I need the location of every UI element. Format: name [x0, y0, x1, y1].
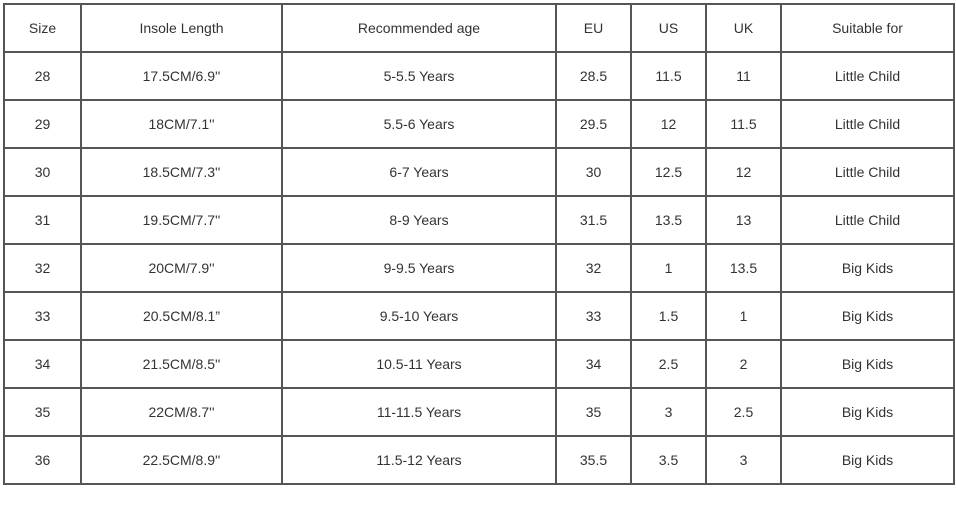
cell-insole-length: 17.5CM/6.9'' [80, 51, 283, 101]
cell-recommended-age: 9.5-10 Years [281, 291, 557, 341]
cell-size: 33 [3, 291, 82, 341]
cell-recommended-age: 9-9.5 Years [281, 243, 557, 293]
cell-us: 3.5 [630, 435, 707, 485]
header-uk: UK [705, 3, 782, 53]
cell-recommended-age: 8-9 Years [281, 195, 557, 245]
header-suitable-for: Suitable for [780, 3, 955, 53]
cell-insole-length: 20.5CM/8.1” [80, 291, 283, 341]
cell-us: 12 [630, 99, 707, 149]
cell-uk: 11.5 [705, 99, 782, 149]
cell-us: 1.5 [630, 291, 707, 341]
cell-size: 36 [3, 435, 82, 485]
cell-suitable-for: Big Kids [780, 435, 955, 485]
cell-uk: 11 [705, 51, 782, 101]
table-row: 35 22CM/8.7'' 11-11.5 Years 35 3 2.5 Big Kids [3, 387, 955, 437]
table-row: 34 21.5CM/8.5'' 10.5-11 Years 34 2.5 2 Big Kid… [3, 339, 955, 389]
cell-eu: 34 [555, 339, 632, 389]
cell-insole-length: 20CM/7.9'' [80, 243, 283, 293]
cell-suitable-for: Big Kids [780, 387, 955, 437]
cell-eu: 31.5 [555, 195, 632, 245]
table-row: 31 19.5CM/7.7'' 8-9 Years 31.5 13.5 13 Little … [3, 195, 955, 245]
cell-recommended-age: 11.5-12 Years [281, 435, 557, 485]
table-row: 33 20.5CM/8.1” 9.5-10 Years 33 1.5 1 Big Kids [3, 291, 955, 341]
cell-recommended-age: 5.5-6 Years [281, 99, 557, 149]
cell-suitable-for: Big Kids [780, 243, 955, 293]
cell-us: 3 [630, 387, 707, 437]
size-chart-table: Size Insole Length Recommended age EU US UK Su… [3, 3, 955, 485]
cell-insole-length: 18.5CM/7.3'' [80, 147, 283, 197]
table-row: 36 22.5CM/8.9'' 11.5-12 Years 35.5 3.5 3 Big K… [3, 435, 955, 485]
cell-size: 32 [3, 243, 82, 293]
header-recommended-age: Recommended age [281, 3, 557, 53]
cell-recommended-age: 5-5.5 Years [281, 51, 557, 101]
cell-suitable-for: Little Child [780, 51, 955, 101]
cell-suitable-for: Little Child [780, 195, 955, 245]
cell-uk: 1 [705, 291, 782, 341]
cell-us: 13.5 [630, 195, 707, 245]
cell-suitable-for: Little Child [780, 99, 955, 149]
cell-eu: 32 [555, 243, 632, 293]
cell-us: 2.5 [630, 339, 707, 389]
cell-size: 28 [3, 51, 82, 101]
cell-us: 11.5 [630, 51, 707, 101]
header-eu: EU [555, 3, 632, 53]
cell-uk: 2 [705, 339, 782, 389]
table-row: 32 20CM/7.9'' 9-9.5 Years 32 1 13.5 Big Kids [3, 243, 955, 293]
header-insole-length: Insole Length [80, 3, 283, 53]
cell-uk: 13.5 [705, 243, 782, 293]
cell-size: 30 [3, 147, 82, 197]
cell-us: 12.5 [630, 147, 707, 197]
cell-size: 29 [3, 99, 82, 149]
cell-uk: 13 [705, 195, 782, 245]
cell-uk: 3 [705, 435, 782, 485]
header-size: Size [3, 3, 82, 53]
cell-uk: 2.5 [705, 387, 782, 437]
cell-uk: 12 [705, 147, 782, 197]
cell-recommended-age: 11-11.5 Years [281, 387, 557, 437]
cell-recommended-age: 6-7 Years [281, 147, 557, 197]
cell-eu: 35 [555, 387, 632, 437]
table-row: 30 18.5CM/7.3'' 6-7 Years 30 12.5 12 Little Ch… [3, 147, 955, 197]
cell-eu: 35.5 [555, 435, 632, 485]
cell-size: 35 [3, 387, 82, 437]
cell-insole-length: 22.5CM/8.9'' [80, 435, 283, 485]
cell-eu: 33 [555, 291, 632, 341]
cell-eu: 30 [555, 147, 632, 197]
cell-eu: 29.5 [555, 99, 632, 149]
cell-suitable-for: Big Kids [780, 339, 955, 389]
cell-insole-length: 19.5CM/7.7'' [80, 195, 283, 245]
cell-insole-length: 18CM/7.1'' [80, 99, 283, 149]
header-row: Size Insole Length Recommended age EU US UK Su… [3, 3, 955, 53]
cell-suitable-for: Little Child [780, 147, 955, 197]
cell-insole-length: 21.5CM/8.5'' [80, 339, 283, 389]
cell-size: 34 [3, 339, 82, 389]
cell-eu: 28.5 [555, 51, 632, 101]
cell-size: 31 [3, 195, 82, 245]
table-row: 29 18CM/7.1'' 5.5-6 Years 29.5 12 11.5 Little … [3, 99, 955, 149]
cell-us: 1 [630, 243, 707, 293]
cell-insole-length: 22CM/8.7'' [80, 387, 283, 437]
cell-suitable-for: Big Kids [780, 291, 955, 341]
table-row: 28 17.5CM/6.9'' 5-5.5 Years 28.5 11.5 11 Littl… [3, 51, 955, 101]
cell-recommended-age: 10.5-11 Years [281, 339, 557, 389]
header-us: US [630, 3, 707, 53]
